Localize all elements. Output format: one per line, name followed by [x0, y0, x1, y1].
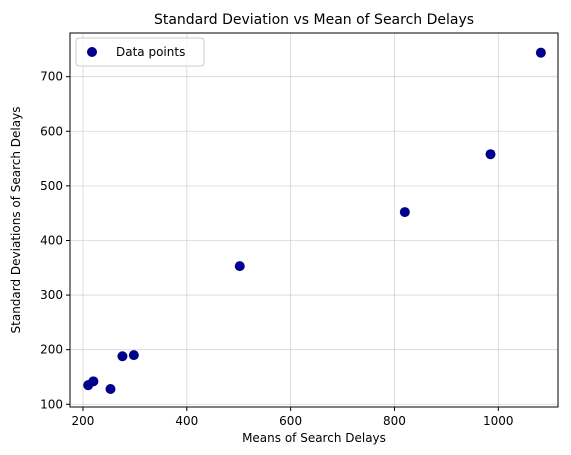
legend-marker	[87, 47, 97, 57]
x-tick-label: 400	[175, 414, 198, 428]
y-tick-label: 700	[40, 70, 63, 84]
x-axis-label: Means of Search Delays	[242, 431, 386, 445]
data-point	[117, 351, 128, 362]
x-tick-label: 1000	[483, 414, 514, 428]
x-tick-label: 200	[72, 414, 95, 428]
data-point	[234, 261, 245, 272]
data-point	[88, 376, 99, 387]
y-tick-label: 200	[40, 343, 63, 357]
x-tick-label: 600	[279, 414, 302, 428]
legend: Data points	[75, 37, 205, 67]
data-point	[535, 47, 546, 58]
data-point	[128, 350, 139, 361]
x-tick-label: 800	[383, 414, 406, 428]
axis-ticks: 200 400 600 800 1000 100 200 300 400 500 600 700	[40, 70, 513, 428]
data-point	[485, 149, 496, 160]
y-tick-label: 400	[40, 233, 63, 247]
grid	[70, 33, 558, 407]
y-tick-label: 500	[40, 179, 63, 193]
plot-area	[69, 32, 559, 408]
legend-box	[75, 37, 205, 67]
y-tick-label: 100	[40, 397, 63, 411]
y-tick-label: 300	[40, 288, 63, 302]
legend-label: Data points	[116, 45, 185, 59]
data-point	[399, 207, 410, 218]
data-point	[105, 383, 116, 394]
chart-title: Standard Deviation vs Mean of Search Del…	[154, 12, 474, 28]
y-axis-label: Standard Deviations of Search Delays	[9, 107, 23, 334]
data-points	[83, 47, 546, 394]
y-tick-label: 600	[40, 124, 63, 138]
